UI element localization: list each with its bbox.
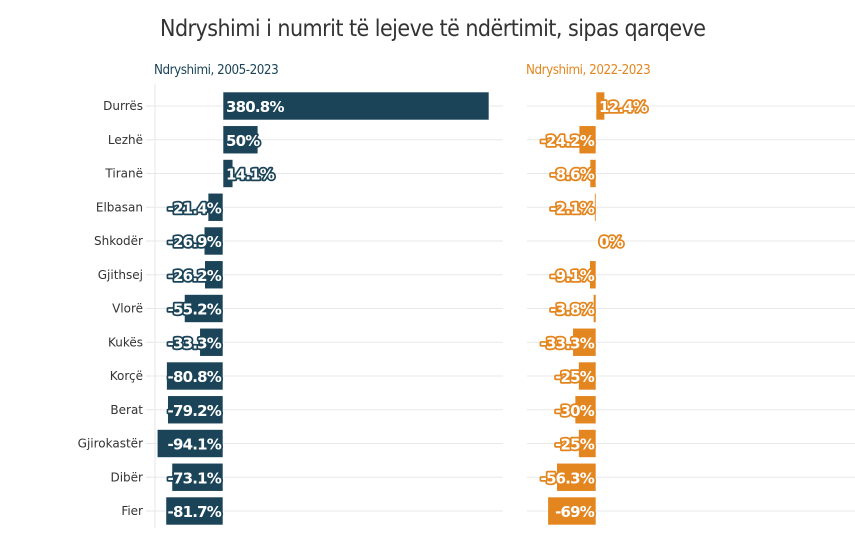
right-value-label: -30% — [555, 402, 595, 420]
labels: Durrës 380.8% 12.4% Lezhë 50% -24.2% Tiranë 14.… — [78, 96, 651, 523]
left-bar — [203, 226, 224, 256]
bars — [156, 91, 605, 526]
right-bar — [594, 192, 597, 222]
right-value-label: -33.3% — [541, 334, 595, 352]
category-label: Vlorë — [112, 302, 143, 316]
left-bar — [166, 361, 224, 391]
left-value-label: -81.7% — [168, 503, 222, 521]
category-label: Gjithsej — [98, 268, 143, 282]
right-value-label: 0% — [599, 233, 624, 251]
category-label: Shkodër — [94, 234, 143, 248]
left-bar — [171, 462, 224, 492]
right-bar — [593, 294, 597, 323]
left-value-label: -26.2% — [168, 267, 222, 285]
left-bar — [167, 395, 224, 425]
left-value-label: -94.1% — [168, 436, 222, 454]
panel-title-2022-2023: Ndryshimi, 2022-2023 — [526, 63, 651, 78]
right-value-label: -9.1% — [550, 267, 595, 285]
right-value-label: -69% — [555, 503, 595, 521]
left-value-label: -26.9% — [168, 233, 222, 251]
category-label: Tiranë — [104, 167, 143, 181]
left-value-label: -79.2% — [168, 402, 222, 420]
right-bar — [578, 361, 597, 391]
category-label: Elbasan — [96, 200, 143, 214]
right-bar — [556, 462, 597, 492]
left-value-label: 380.8% — [226, 98, 284, 116]
left-bar — [184, 294, 224, 323]
category-label: Korçë — [110, 369, 143, 383]
left-value-label: -80.8% — [168, 368, 222, 386]
category-label: Berat — [110, 403, 143, 417]
left-bar — [199, 327, 224, 357]
right-bar — [595, 91, 605, 121]
right-bar — [589, 159, 597, 188]
left-value-label: -33.3% — [168, 334, 222, 352]
left-bar — [222, 159, 234, 188]
right-value-label: -2.1% — [550, 199, 595, 217]
left-value-label: 50% — [226, 132, 260, 150]
left-bar — [156, 429, 224, 458]
right-bar — [578, 125, 597, 155]
right-value-label: -24.2% — [541, 132, 595, 150]
left-bar — [222, 125, 259, 155]
right-bar — [589, 260, 597, 290]
right-bar — [574, 395, 597, 425]
category-label: Gjirokastër — [78, 437, 143, 451]
right-value-label: -3.8% — [550, 301, 595, 319]
right-value-label: 12.4% — [599, 98, 648, 116]
panel-title-2005-2023: Ndryshimi, 2005-2023 — [154, 63, 279, 78]
right-bar — [547, 496, 597, 526]
category-label: Durrës — [103, 99, 143, 113]
chart-title: Ndryshimi i numrit të lejeve të ndërtimi… — [159, 16, 706, 42]
right-value-label: -25% — [555, 436, 595, 454]
right-bar — [578, 429, 597, 458]
left-bar — [222, 91, 490, 121]
left-value-label: -73.1% — [168, 469, 222, 487]
left-value-label: -55.2% — [168, 301, 222, 319]
left-value-label: -21.4% — [168, 199, 222, 217]
right-value-label: -8.6% — [550, 166, 595, 184]
right-value-label: -56.3% — [541, 469, 595, 487]
category-label: Fier — [121, 504, 143, 518]
right-value-label: -25% — [555, 368, 595, 386]
gridlines — [146, 105, 855, 512]
category-label: Dibër — [110, 470, 143, 484]
left-bar — [165, 496, 224, 526]
category-label: Lezhë — [108, 133, 143, 147]
left-bar — [204, 260, 224, 290]
left-bar — [207, 192, 224, 222]
right-bar — [572, 327, 597, 357]
left-value-label: 14.1% — [226, 166, 275, 184]
category-label: Kukës — [108, 335, 143, 349]
